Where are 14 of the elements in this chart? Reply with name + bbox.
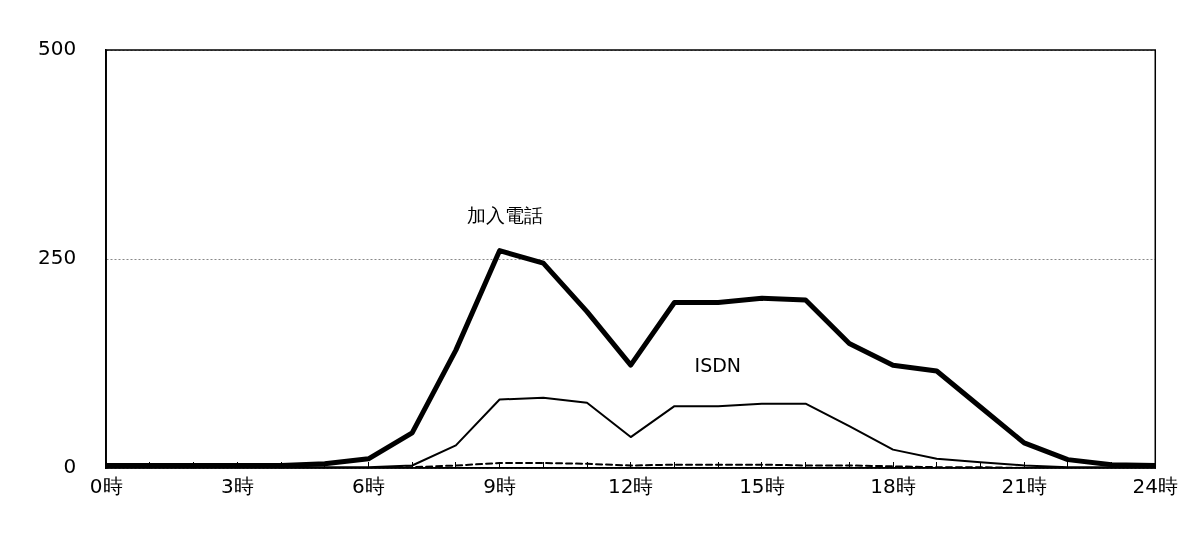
x-tick-label: 12時 (608, 474, 654, 499)
series-label: ISDN (694, 353, 742, 376)
y-tick-label: 0 (63, 454, 77, 479)
x-tick-label: 6時 (352, 474, 385, 499)
y-tick-label: 500 (37, 36, 77, 61)
x-tick-label: 18時 (870, 474, 916, 499)
x-tick-label: 24時 (1132, 474, 1178, 499)
x-tick-label: 21時 (1001, 474, 1047, 499)
y-tick-label: 250 (37, 245, 77, 270)
x-tick-label: 15時 (739, 474, 785, 499)
x-tick-label: 9時 (483, 474, 516, 499)
series-label: 加入電話 (466, 204, 543, 227)
x-tick-label: 3時 (220, 474, 254, 499)
x-tick-label: 0時 (89, 474, 123, 499)
